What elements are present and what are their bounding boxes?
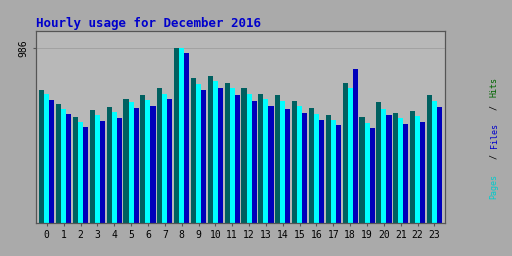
Bar	[184, 53, 189, 223]
Bar	[95, 115, 100, 223]
Bar	[242, 88, 247, 223]
Bar	[129, 102, 134, 223]
Text: /: /	[489, 149, 499, 164]
Text: Hits: Hits	[489, 77, 499, 97]
Bar	[370, 128, 375, 223]
Bar	[251, 101, 257, 223]
Bar	[314, 114, 319, 223]
Bar	[145, 100, 151, 223]
Bar	[151, 106, 156, 223]
Bar	[268, 106, 273, 223]
Bar	[331, 120, 336, 223]
Text: Pages: Pages	[489, 174, 499, 199]
Bar	[39, 90, 44, 223]
Bar	[112, 112, 117, 223]
Bar	[420, 122, 425, 223]
Bar	[234, 95, 240, 223]
Bar	[387, 115, 392, 223]
Bar	[140, 95, 145, 223]
Bar	[66, 114, 71, 223]
Bar	[403, 124, 409, 223]
Bar	[167, 99, 173, 223]
Text: Hourly usage for December 2016: Hourly usage for December 2016	[36, 17, 261, 29]
Bar	[162, 94, 167, 223]
Bar	[280, 101, 285, 223]
Bar	[259, 94, 263, 223]
Bar	[275, 95, 280, 223]
Bar	[201, 90, 206, 223]
Bar	[208, 76, 213, 223]
Bar	[100, 121, 105, 223]
Bar	[415, 116, 420, 223]
Bar	[376, 102, 381, 223]
Bar	[78, 122, 83, 223]
Text: Files: Files	[489, 123, 499, 148]
Bar	[61, 109, 66, 223]
Bar	[359, 117, 365, 223]
Bar	[73, 117, 78, 223]
Bar	[326, 115, 331, 223]
Bar	[196, 84, 201, 223]
Bar	[213, 81, 218, 223]
Bar	[285, 109, 290, 223]
Bar	[319, 120, 324, 223]
Bar	[134, 108, 139, 223]
Bar	[44, 94, 49, 223]
Bar	[191, 78, 196, 223]
Bar	[348, 88, 353, 223]
Bar	[309, 108, 314, 223]
Bar	[297, 106, 302, 223]
Bar	[230, 88, 234, 223]
Bar	[336, 125, 341, 223]
Bar	[292, 101, 297, 223]
Bar	[157, 88, 162, 223]
Bar	[225, 83, 230, 223]
Bar	[343, 83, 348, 223]
Bar	[247, 94, 251, 223]
Bar	[218, 88, 223, 223]
Text: /: /	[489, 100, 499, 115]
Bar	[432, 101, 437, 223]
Bar	[302, 113, 307, 223]
Bar	[90, 110, 95, 223]
Bar	[263, 99, 268, 223]
Bar	[437, 107, 442, 223]
Bar	[106, 107, 112, 223]
Bar	[410, 111, 415, 223]
Bar	[393, 113, 398, 223]
Bar	[117, 118, 122, 223]
Bar	[56, 104, 61, 223]
Bar	[83, 127, 88, 223]
Bar	[353, 69, 358, 223]
Bar	[398, 119, 403, 223]
Bar	[381, 109, 387, 223]
Bar	[427, 95, 432, 223]
Bar	[365, 123, 370, 223]
Bar	[174, 48, 179, 223]
Bar	[49, 100, 54, 223]
Bar	[123, 99, 129, 223]
Bar	[179, 48, 184, 223]
